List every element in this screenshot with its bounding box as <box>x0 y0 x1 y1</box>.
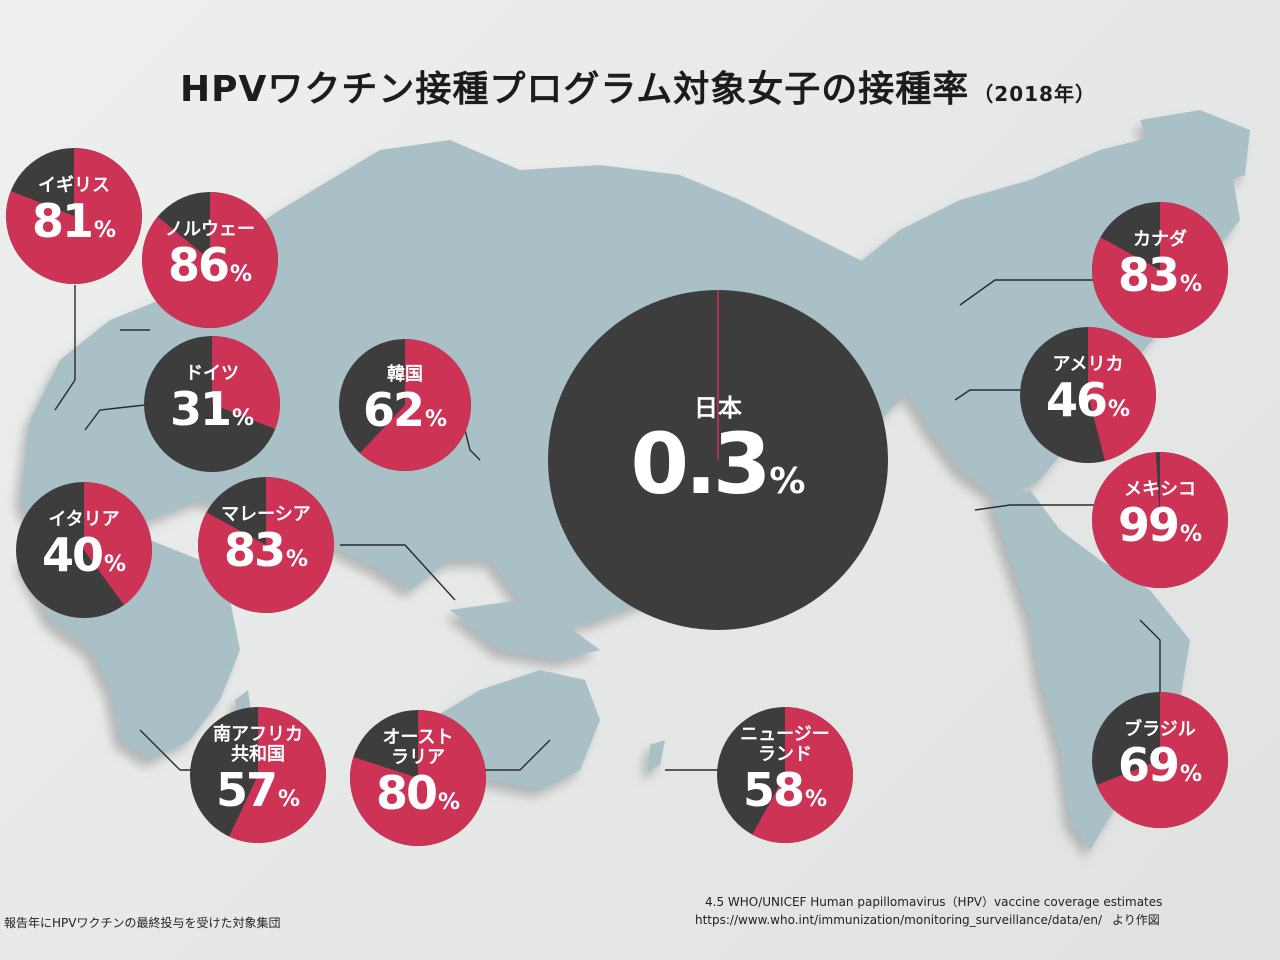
pie-svg <box>1092 452 1228 588</box>
pie-1: ノルウェー 86% <box>142 192 278 328</box>
source-suffix: より作図 <box>1112 913 1160 927</box>
greenland-landmass <box>1140 110 1250 190</box>
southeast-asia-islands <box>450 600 600 660</box>
pie-2: ドイツ 31% <box>144 336 280 472</box>
pie-slice-vaccinated <box>198 477 334 613</box>
pie-4: イタリア 40% <box>16 482 152 618</box>
source-url: https://www.who.int/immunization/monitor… <box>695 913 1103 927</box>
pie-slice-vaccinated <box>350 710 486 846</box>
pie-svg <box>717 707 853 843</box>
pie-6: 南アフリカ 共和国 57% <box>190 707 326 843</box>
pie-svg <box>142 192 278 328</box>
connector-line <box>1139 619 1161 700</box>
pie-3: 韓国 62% <box>339 339 471 471</box>
pie-slice-vaccinated <box>84 482 152 606</box>
pie-12: メキシコ 99% <box>1092 452 1228 588</box>
pie-svg <box>144 336 280 472</box>
pie-slice-vaccinated <box>142 192 278 328</box>
source-citation: 4.5 WHO/UNICEF Human papillomavirus（HPV）… <box>695 893 1163 929</box>
pie-11: アメリカ 46% <box>1020 327 1156 463</box>
chart-title-main: HPVワクチン接種プログラム対象女子の接種率 <box>180 69 970 110</box>
pie-svg <box>198 477 334 613</box>
pie-slice-vaccinated <box>229 707 326 843</box>
connector-line <box>340 544 456 601</box>
pie-slice-vaccinated <box>1092 202 1228 338</box>
pie-slice-vaccinated <box>1088 327 1156 461</box>
pie-svg <box>5 148 143 284</box>
connector-line <box>84 404 146 431</box>
pie-9: ニュージー ランド 58% <box>717 707 853 843</box>
pie-svg <box>350 710 486 846</box>
pie-svg <box>548 290 888 630</box>
pie-slice-vaccinated <box>1092 452 1228 588</box>
pie-svg <box>1020 327 1156 463</box>
pie-slice-vaccinated <box>5 148 143 284</box>
pie-0: イギリス 81% <box>5 148 143 284</box>
pie-svg <box>1092 202 1228 338</box>
connector-line <box>974 504 1095 511</box>
pie-slice-vaccinated <box>752 707 853 843</box>
chart-title-year: （2018年） <box>973 82 1096 106</box>
pie-svg <box>16 482 152 618</box>
chart-title: HPVワクチン接種プログラム対象女子の接種率 （2018年） <box>180 60 1096 112</box>
pie-svg <box>190 707 326 843</box>
pie-5: マレーシア 83% <box>198 477 334 613</box>
connector-line <box>480 739 551 771</box>
pie-7: オースト ラリア 80% <box>350 710 486 846</box>
pie-8: 日本 0.3% <box>548 290 888 630</box>
connector-line <box>54 285 76 411</box>
pie-slice-vaccinated <box>359 339 471 471</box>
connector-line <box>464 429 481 461</box>
pie-svg <box>1092 692 1228 828</box>
connector-line <box>954 389 1020 401</box>
connector-line <box>959 279 1095 306</box>
pie-svg <box>339 339 471 471</box>
new-zealand-landmass <box>648 740 665 772</box>
pie-slice-vaccinated <box>1096 692 1228 828</box>
pie-slice-vaccinated <box>212 336 280 430</box>
source-line: 4.5 WHO/UNICEF Human papillomavirus（HPV）… <box>705 895 1163 909</box>
footnote: 報告年にHPVワクチンの最終投与を受けた対象集団 <box>4 916 281 930</box>
pie-10: カナダ 83% <box>1092 202 1228 338</box>
pie-13: ブラジル 69% <box>1092 692 1228 828</box>
